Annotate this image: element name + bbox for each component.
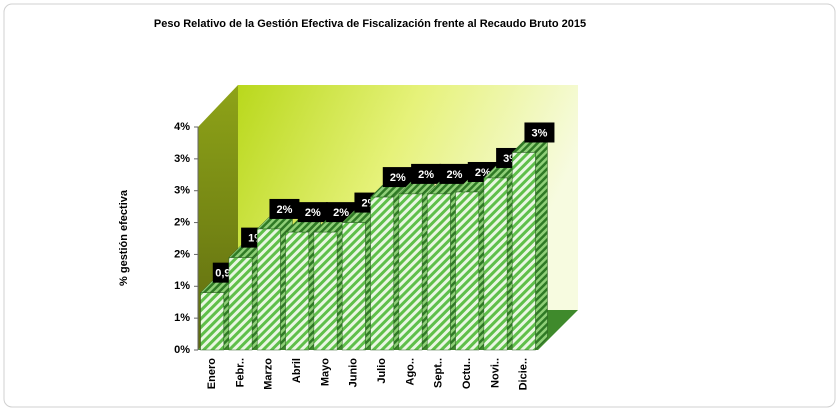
value-label-box [269, 198, 300, 219]
value-label: 2% [276, 204, 292, 216]
bar-front [483, 177, 508, 351]
bar-front [285, 231, 310, 351]
value-label-box [297, 202, 328, 223]
value-label-box [524, 122, 555, 143]
bar-front [313, 231, 338, 351]
x-tick-label: Octu.. [461, 358, 473, 389]
bar-front [200, 292, 225, 351]
bar-front [228, 257, 253, 351]
x-tick-label: Julio [376, 358, 388, 384]
y-axis-label: % gestión efectiva [118, 189, 130, 286]
y-tick-label: 2% [174, 216, 190, 228]
bar-front [426, 193, 451, 351]
bar-side [535, 139, 548, 351]
x-tick-label: Ago.. [404, 358, 416, 386]
bar-front [370, 196, 395, 351]
x-tick-label: Sept.. [433, 358, 445, 388]
x-tick-label: Dicie.. [518, 358, 530, 390]
value-label: 3% [531, 127, 547, 139]
value-label: 2% [333, 207, 349, 219]
x-tick-label: Febr.. [234, 358, 246, 387]
value-label: 2% [390, 172, 406, 184]
bar-front [256, 228, 281, 351]
bar-front [455, 191, 480, 351]
x-tick-label: Marzo [263, 358, 275, 390]
x-tick-label: Mayo [319, 358, 331, 386]
bar-front [398, 193, 423, 351]
value-label-box [439, 163, 470, 184]
y-tick-label: 3% [174, 153, 190, 165]
value-label-box [382, 167, 413, 188]
bar-front [511, 152, 536, 351]
value-label: 2% [418, 169, 434, 181]
y-tick-label: 4% [174, 121, 190, 133]
value-label: 2% [305, 207, 321, 219]
x-tick-label: Enero [206, 358, 218, 389]
value-label: 2% [446, 169, 462, 181]
y-tick-label: 1% [174, 280, 190, 292]
y-tick-label: 1% [174, 312, 190, 324]
chart-title: Peso Relativo de la Gestión Efectiva de … [154, 18, 586, 30]
y-tick-label: 0% [174, 344, 190, 356]
bar-front [341, 222, 366, 351]
x-tick-label: Abril [291, 358, 303, 383]
y-tick-label: 2% [174, 248, 190, 260]
value-label-box [411, 163, 442, 184]
x-tick-label: Junio [348, 358, 360, 388]
y-tick-label: 3% [174, 185, 190, 197]
x-tick-label: Novi.. [489, 358, 501, 388]
bar [511, 139, 549, 351]
